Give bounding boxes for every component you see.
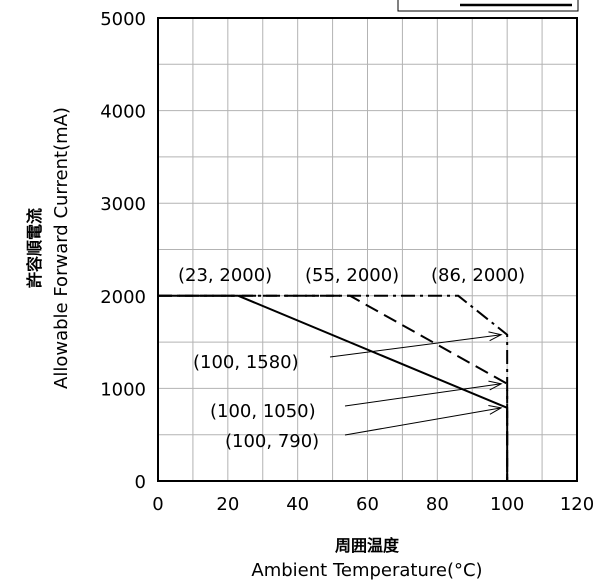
- x-tick-label: 100: [490, 494, 524, 515]
- annotation-labels: (23, 2000) (55, 2000) (86, 2000) (100, 1580…: [178, 265, 525, 452]
- grid: [158, 18, 577, 481]
- annotation-arrows: [329, 331, 503, 436]
- y-axis-ticks: 0 1000 2000 3000 4000 5000: [100, 9, 146, 493]
- y-tick-label: 3000: [100, 194, 146, 215]
- x-tick-label: 120: [560, 494, 594, 515]
- x-tick-label: 0: [152, 494, 163, 515]
- annotation-arrow: [329, 334, 502, 358]
- annotation-arrow: [344, 383, 502, 407]
- x-tick-label: 20: [216, 494, 239, 515]
- y-axis-title-jp: 許容順電流: [25, 208, 44, 288]
- annotation-arrowhead: [488, 380, 503, 391]
- y-tick-label: 2000: [100, 287, 146, 308]
- annotation-arrowhead: [488, 405, 503, 415]
- annotation-label: (100, 1580): [193, 352, 299, 373]
- annotation-label: (100, 790): [225, 431, 319, 452]
- x-tick-label: 40: [286, 494, 309, 515]
- y-tick-label: 1000: [100, 379, 146, 400]
- plot-area-frame: [157, 17, 578, 482]
- y-tick-label: 5000: [100, 9, 146, 30]
- y-tick-label: 0: [135, 472, 146, 493]
- legend: [397, 0, 579, 12]
- annotation-arrowhead: [488, 331, 503, 342]
- x-tick-label: 60: [356, 494, 379, 515]
- x-axis-title-jp: 周囲温度: [335, 536, 400, 555]
- x-tick-label: 80: [426, 494, 449, 515]
- annotation-arrow: [344, 407, 502, 436]
- annotation-label: (86, 2000): [431, 265, 525, 286]
- y-tick-label: 4000: [100, 102, 146, 123]
- y-axis-title: Allowable Forward Current(mA): [51, 107, 72, 389]
- annotation-label: (23, 2000): [178, 265, 272, 286]
- x-axis-title: Ambient Temperature(°C): [251, 560, 482, 581]
- x-axis-ticks: 0 20 40 60 80 100 120: [152, 494, 594, 515]
- annotation-label: (55, 2000): [305, 265, 399, 286]
- annotation-label: (100, 1050): [210, 401, 316, 422]
- series-line-dash-dot: [158, 294, 509, 481]
